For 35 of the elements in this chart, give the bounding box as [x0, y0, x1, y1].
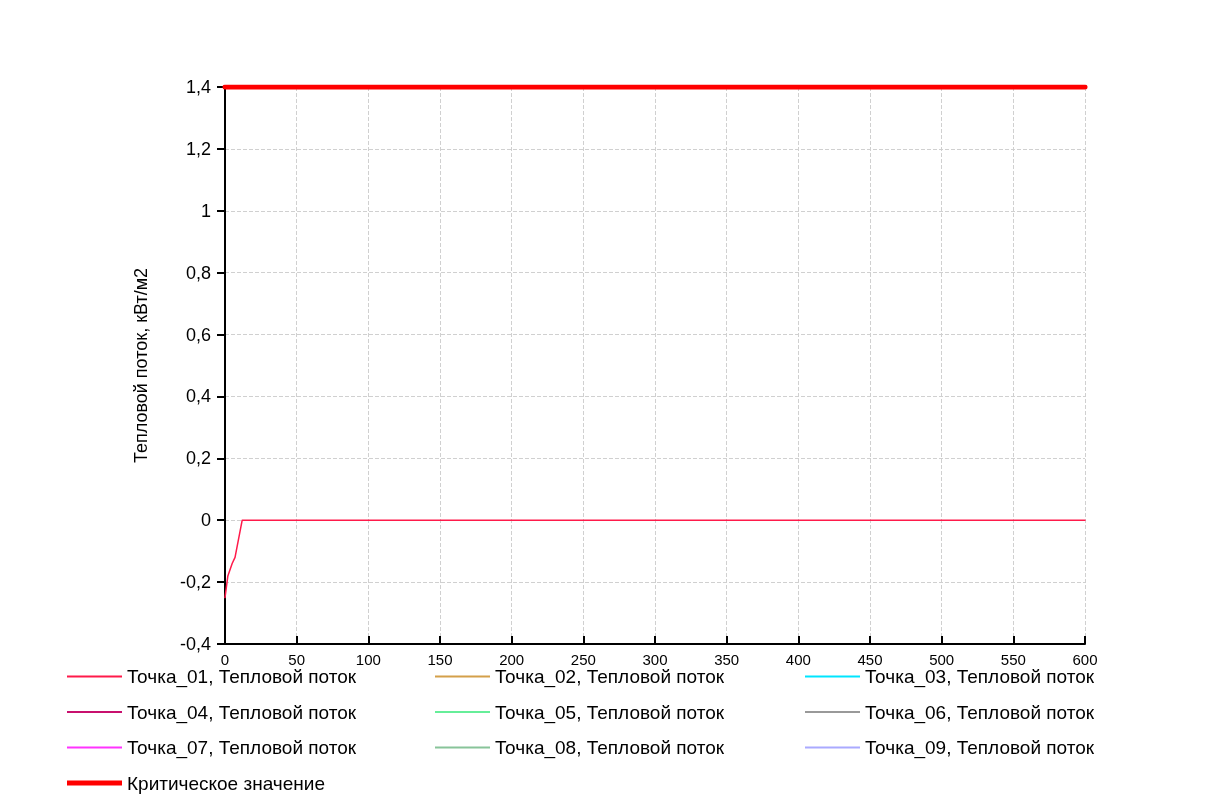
x-tick-label: 350	[714, 651, 740, 668]
y-tick-label: -0,2	[179, 572, 211, 593]
y-tick-label: 0,4	[185, 386, 211, 407]
y-tick-label: 0,8	[185, 262, 211, 283]
legend-label: Точка_09, Тепловой поток	[865, 737, 1095, 759]
legend-label: Точка_08, Тепловой поток	[495, 737, 725, 759]
x-tick-label: 150	[427, 651, 453, 668]
y-tick-label: 1,4	[185, 77, 211, 97]
y-tick-label: 1,2	[185, 138, 211, 159]
legend-label: Точка_02, Тепловой поток	[495, 666, 725, 688]
y-axis-title: Тепловой поток, кВт/м2	[131, 267, 151, 464]
y-tick-label: 0,2	[185, 448, 211, 469]
x-tick-label: 550	[1000, 651, 1026, 668]
y-tick-label: 1	[200, 200, 211, 221]
legend-label: Точка_01, Тепловой поток	[127, 666, 357, 688]
legend-label: Точка_06, Тепловой поток	[865, 701, 1095, 724]
x-tick-label: 400	[785, 651, 811, 668]
y-tick-label: -0,4	[179, 634, 211, 654]
legend-label: Точка_05, Тепловой поток	[495, 701, 725, 724]
x-tick-label: 450	[857, 651, 883, 668]
y-tick-label: 0,6	[185, 324, 211, 345]
legend-label: Точка_07, Тепловой поток	[127, 737, 357, 759]
legend-label: Критическое значение	[127, 772, 325, 794]
y-tick-label: 0	[200, 510, 211, 531]
x-tick-label: 500	[929, 651, 955, 668]
x-tick-label: 50	[288, 651, 306, 668]
x-tick-label: 100	[355, 651, 381, 668]
line-series	[224, 519, 1086, 599]
x-tick-label: 300	[642, 651, 668, 668]
legend-label: Точка_04, Тепловой поток	[127, 701, 357, 724]
x-tick-label: 0	[220, 651, 230, 668]
x-tick-label: 600	[1072, 651, 1098, 668]
x-tick-label: 200	[499, 651, 525, 668]
x-tick-label: 250	[570, 651, 596, 668]
legend-label: Точка_03, Тепловой поток	[865, 666, 1095, 688]
